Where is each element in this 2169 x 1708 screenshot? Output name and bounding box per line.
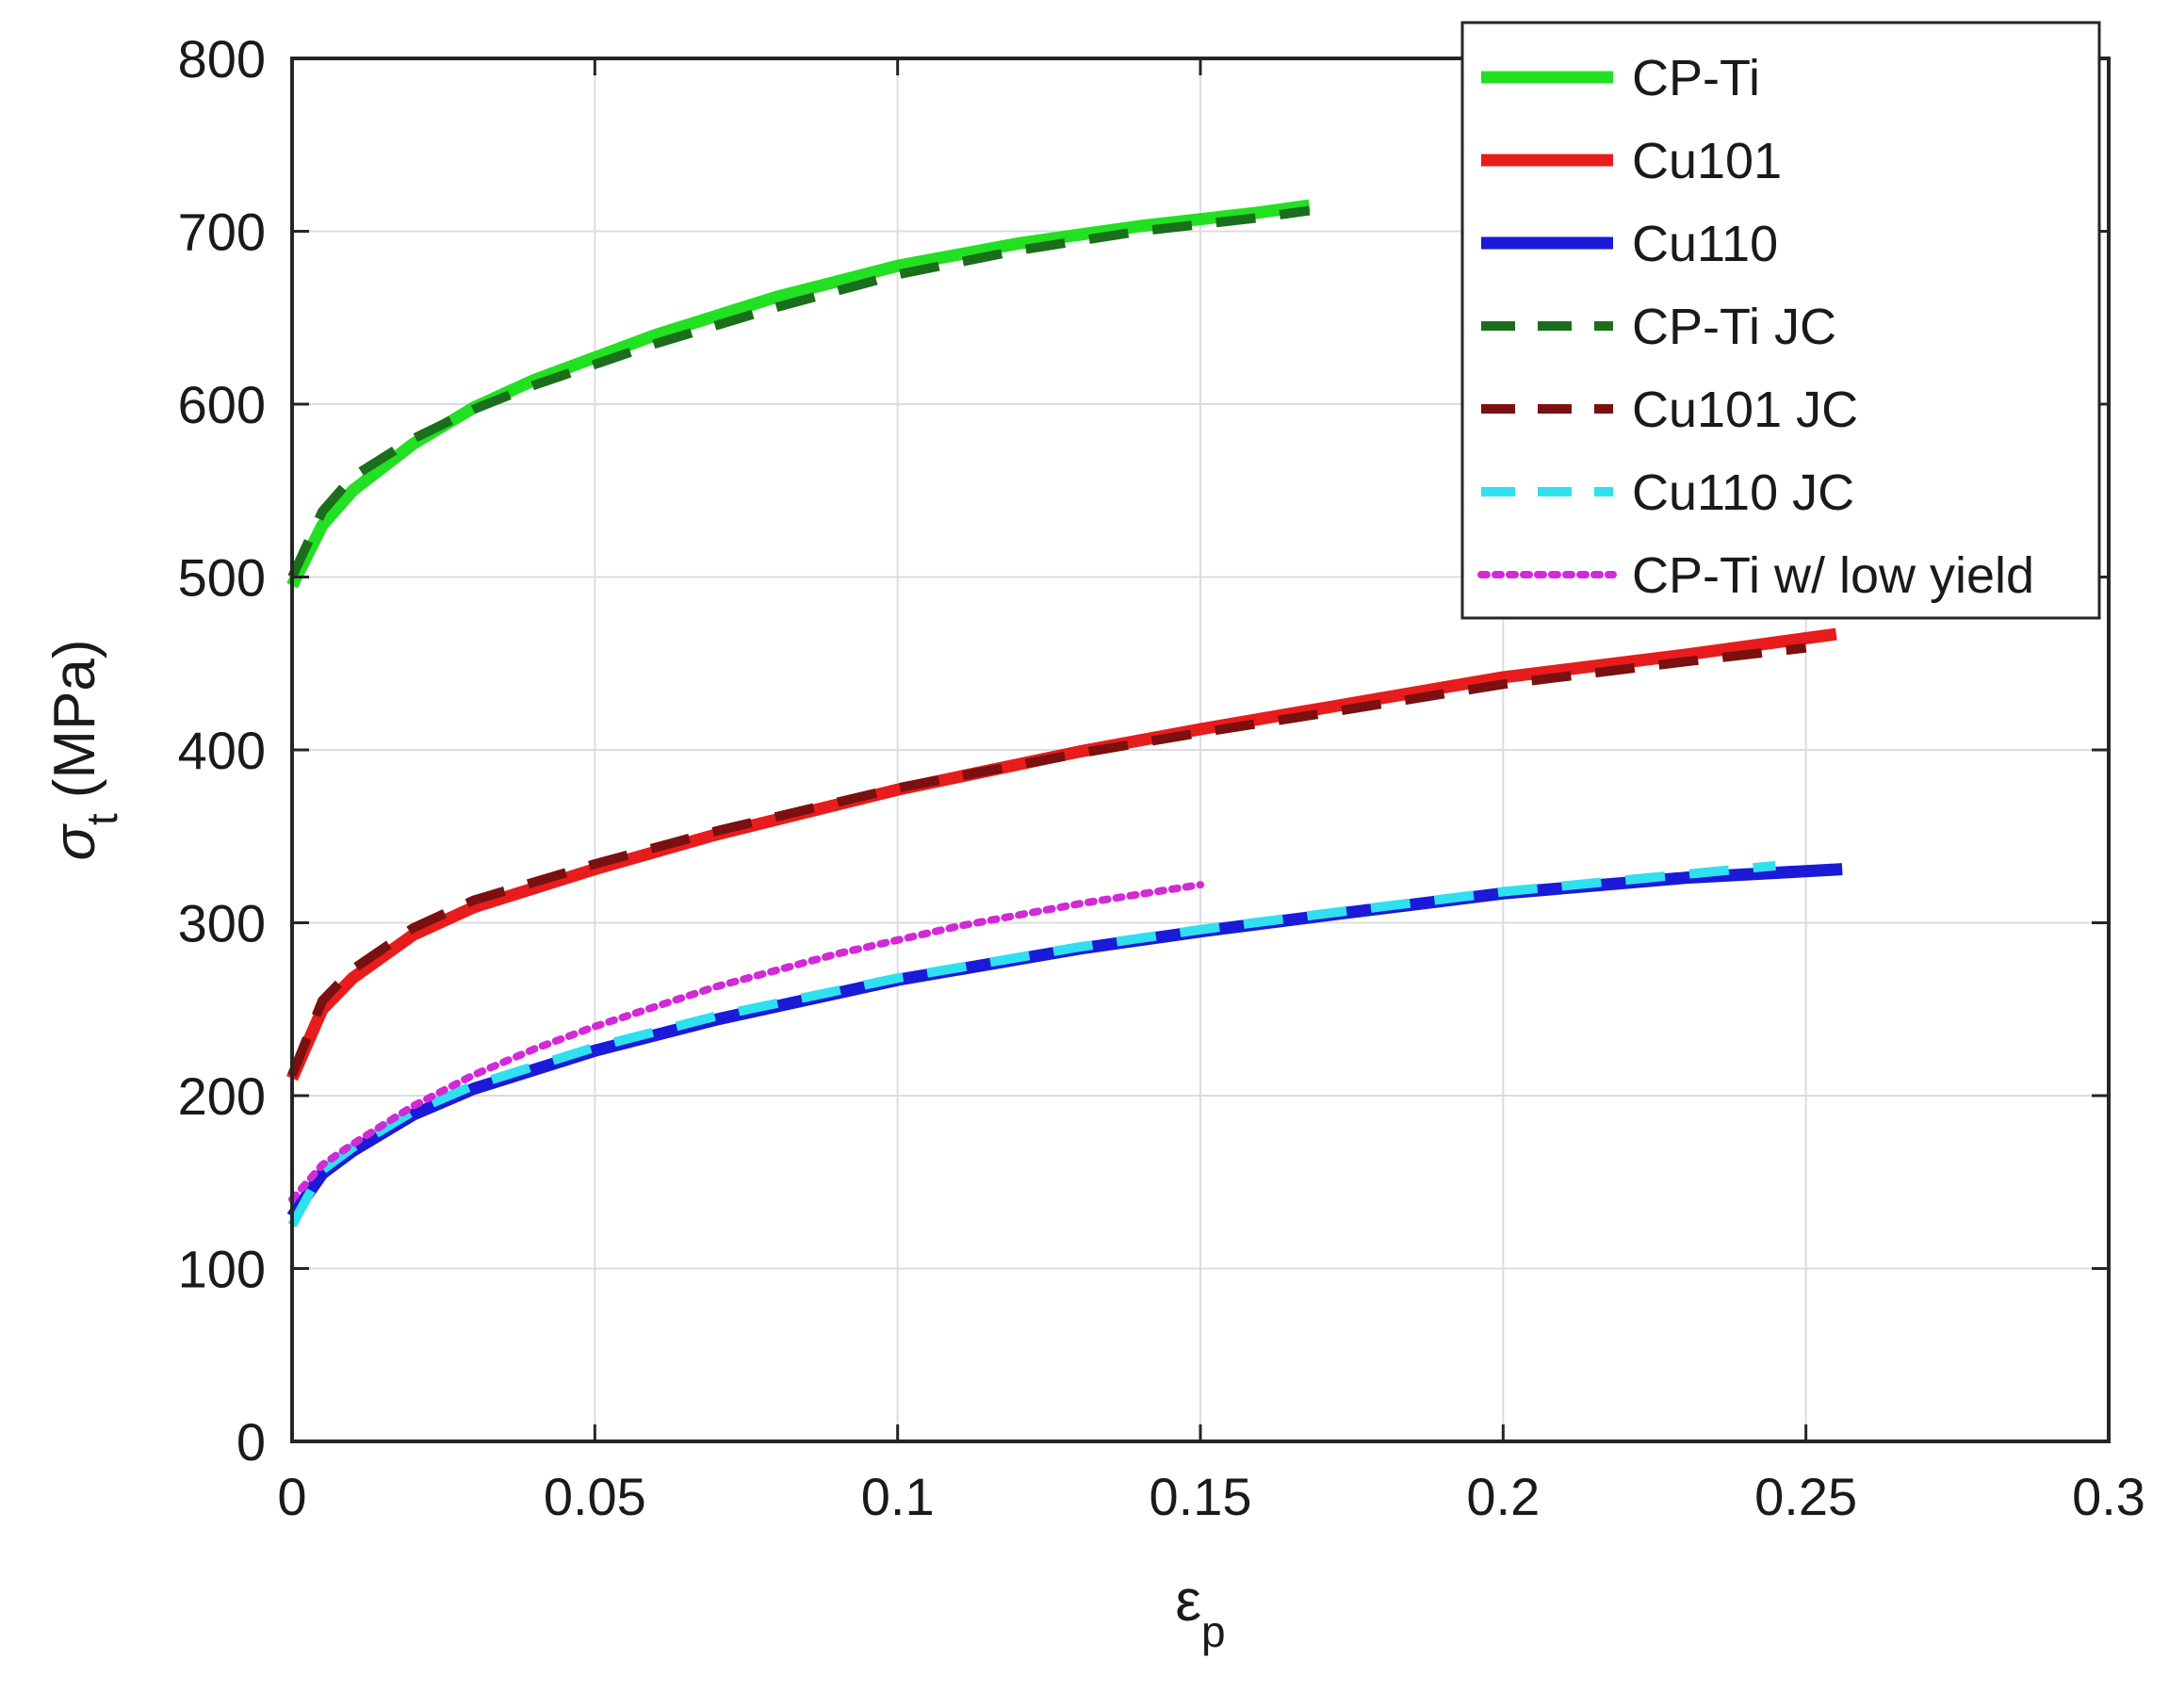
x-tick-label: 0: [277, 1467, 306, 1526]
series-line-cp-ti-w-low-yield: [288, 881, 1204, 1204]
legend-label: Cu101: [1632, 133, 1782, 189]
x-axis-label: εp: [1175, 1569, 1225, 1656]
legend-label: Cu110 JC: [1632, 464, 1854, 521]
series-line-cu110-jc: [287, 860, 1776, 1228]
y-axis-label: σt (MPa): [42, 640, 126, 861]
y-tick-label: 200: [178, 1066, 266, 1126]
series-line-cp-ti-jc: [287, 205, 1311, 579]
series-line-cu110: [286, 863, 1843, 1221]
series-line-cp-ti: [286, 199, 1311, 589]
y-tick-label: 600: [178, 375, 266, 434]
x-axis-subscript: p: [1201, 1607, 1226, 1656]
legend-label: CP-Ti JC: [1632, 299, 1836, 355]
legend: CP-Ti Cu101 Cu110 CP-Ti JC Cu101 JC Cu110 JC C…: [1460, 21, 2101, 620]
y-tick-label: 500: [178, 548, 266, 608]
x-tick-label: 0.3: [2072, 1467, 2145, 1526]
y-axis-subscript: t: [77, 813, 126, 825]
x-tick-label: 0.05: [544, 1467, 646, 1526]
y-axis-symbol: σ: [42, 822, 107, 860]
series-line-cu101-jc: [287, 643, 1807, 1077]
y-tick-label: 300: [178, 894, 266, 953]
y-tick-label: 100: [178, 1240, 266, 1299]
x-tick-label: 0.15: [1150, 1467, 1252, 1526]
legend-label: CP-Ti w/ low yield: [1632, 547, 2034, 604]
y-tick-label: 400: [178, 721, 266, 780]
series-line-cu101: [286, 627, 1837, 1082]
x-tick-label: 0.25: [1754, 1467, 1857, 1526]
legend-label: CP-Ti: [1632, 50, 1760, 106]
y-tick-label: 0: [236, 1412, 266, 1472]
legend-label: Cu101 JC: [1632, 382, 1858, 438]
legend-box: [1460, 21, 2101, 620]
axis-labels: εp σt (MPa): [42, 640, 1226, 1656]
series-lines: [286, 199, 1843, 1228]
legend-label: Cu110: [1632, 216, 1778, 272]
x-tick-label: 0.2: [1466, 1467, 1540, 1526]
y-tick-label: 800: [178, 29, 266, 89]
y-tick-label: 700: [178, 203, 266, 262]
axis-ticks: 0 0.05 0.1 0.15 0.2 0.25 0.3 0 100 200 300 400 500 60…: [178, 29, 2145, 1526]
y-axis-unit: (MPa): [42, 640, 107, 799]
x-tick-label: 0.1: [861, 1467, 935, 1526]
x-axis-symbol: ε: [1175, 1569, 1201, 1634]
